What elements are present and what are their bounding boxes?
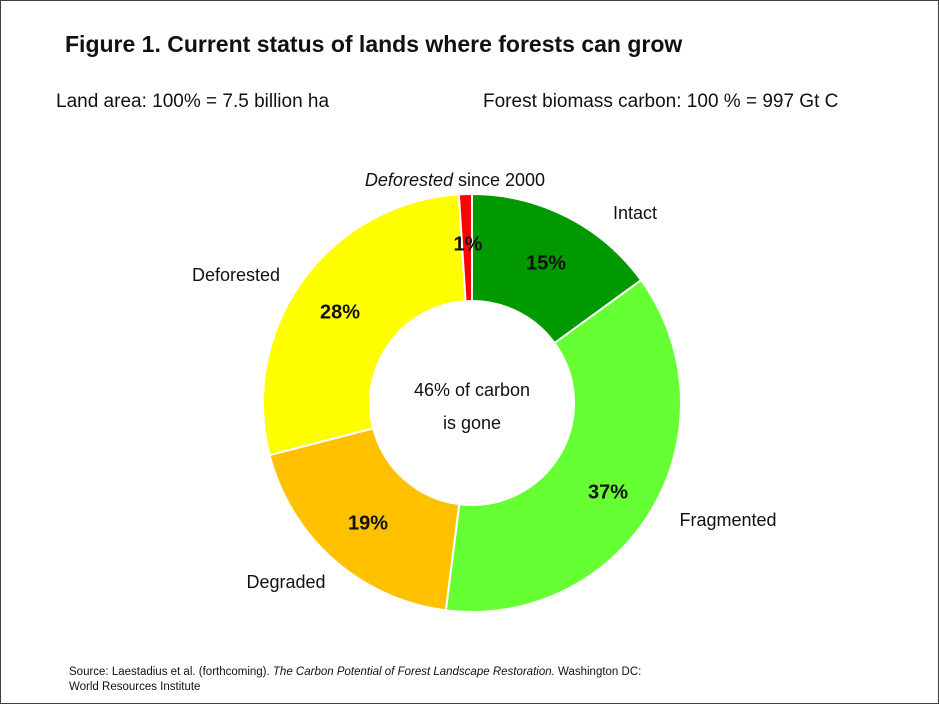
pct-label-fragmented: 37%	[588, 481, 628, 503]
carbon-note: Forest biomass carbon: 100 % = 997 Gt C	[483, 91, 839, 112]
slice-fragmented	[444, 278, 682, 613]
pct-label-degraded: 19%	[348, 512, 388, 534]
source-line2: World Resources Institute	[69, 681, 201, 693]
source-title: The Carbon Potential of Forest Landscape…	[272, 666, 555, 678]
land-area-note: Land area: 100% = 7.5 billion ha	[56, 91, 330, 112]
center-text-line1: 46% of carbon	[414, 380, 530, 400]
slice-deforested-since-2000	[457, 192, 473, 303]
pct-label-deforested-since-2000: 1%	[454, 233, 483, 255]
source-note: Source: Laestadius et al. (forthcoming).…	[69, 665, 829, 695]
source-suffix: Washington DC:	[554, 666, 642, 678]
category-label-deforested-since-2000: Deforested since 2000	[365, 170, 545, 190]
category-label-fragmented: Fragmented	[679, 510, 776, 530]
slice-deforested	[262, 193, 467, 457]
center-text-line2: is gone	[443, 413, 501, 433]
figure-title: Figure 1. Current status of lands where …	[65, 31, 683, 57]
slice-intact	[471, 192, 643, 345]
category-label-intact: Intact	[613, 203, 657, 223]
category-label-degraded: Degraded	[246, 572, 325, 592]
pct-label-deforested: 28%	[320, 301, 360, 323]
source-prefix: Source: Laestadius et al. (forthcoming).	[69, 666, 273, 678]
pct-label-intact: 15%	[526, 252, 566, 274]
category-label-deforested: Deforested	[192, 265, 280, 285]
slice-degraded	[268, 427, 461, 612]
